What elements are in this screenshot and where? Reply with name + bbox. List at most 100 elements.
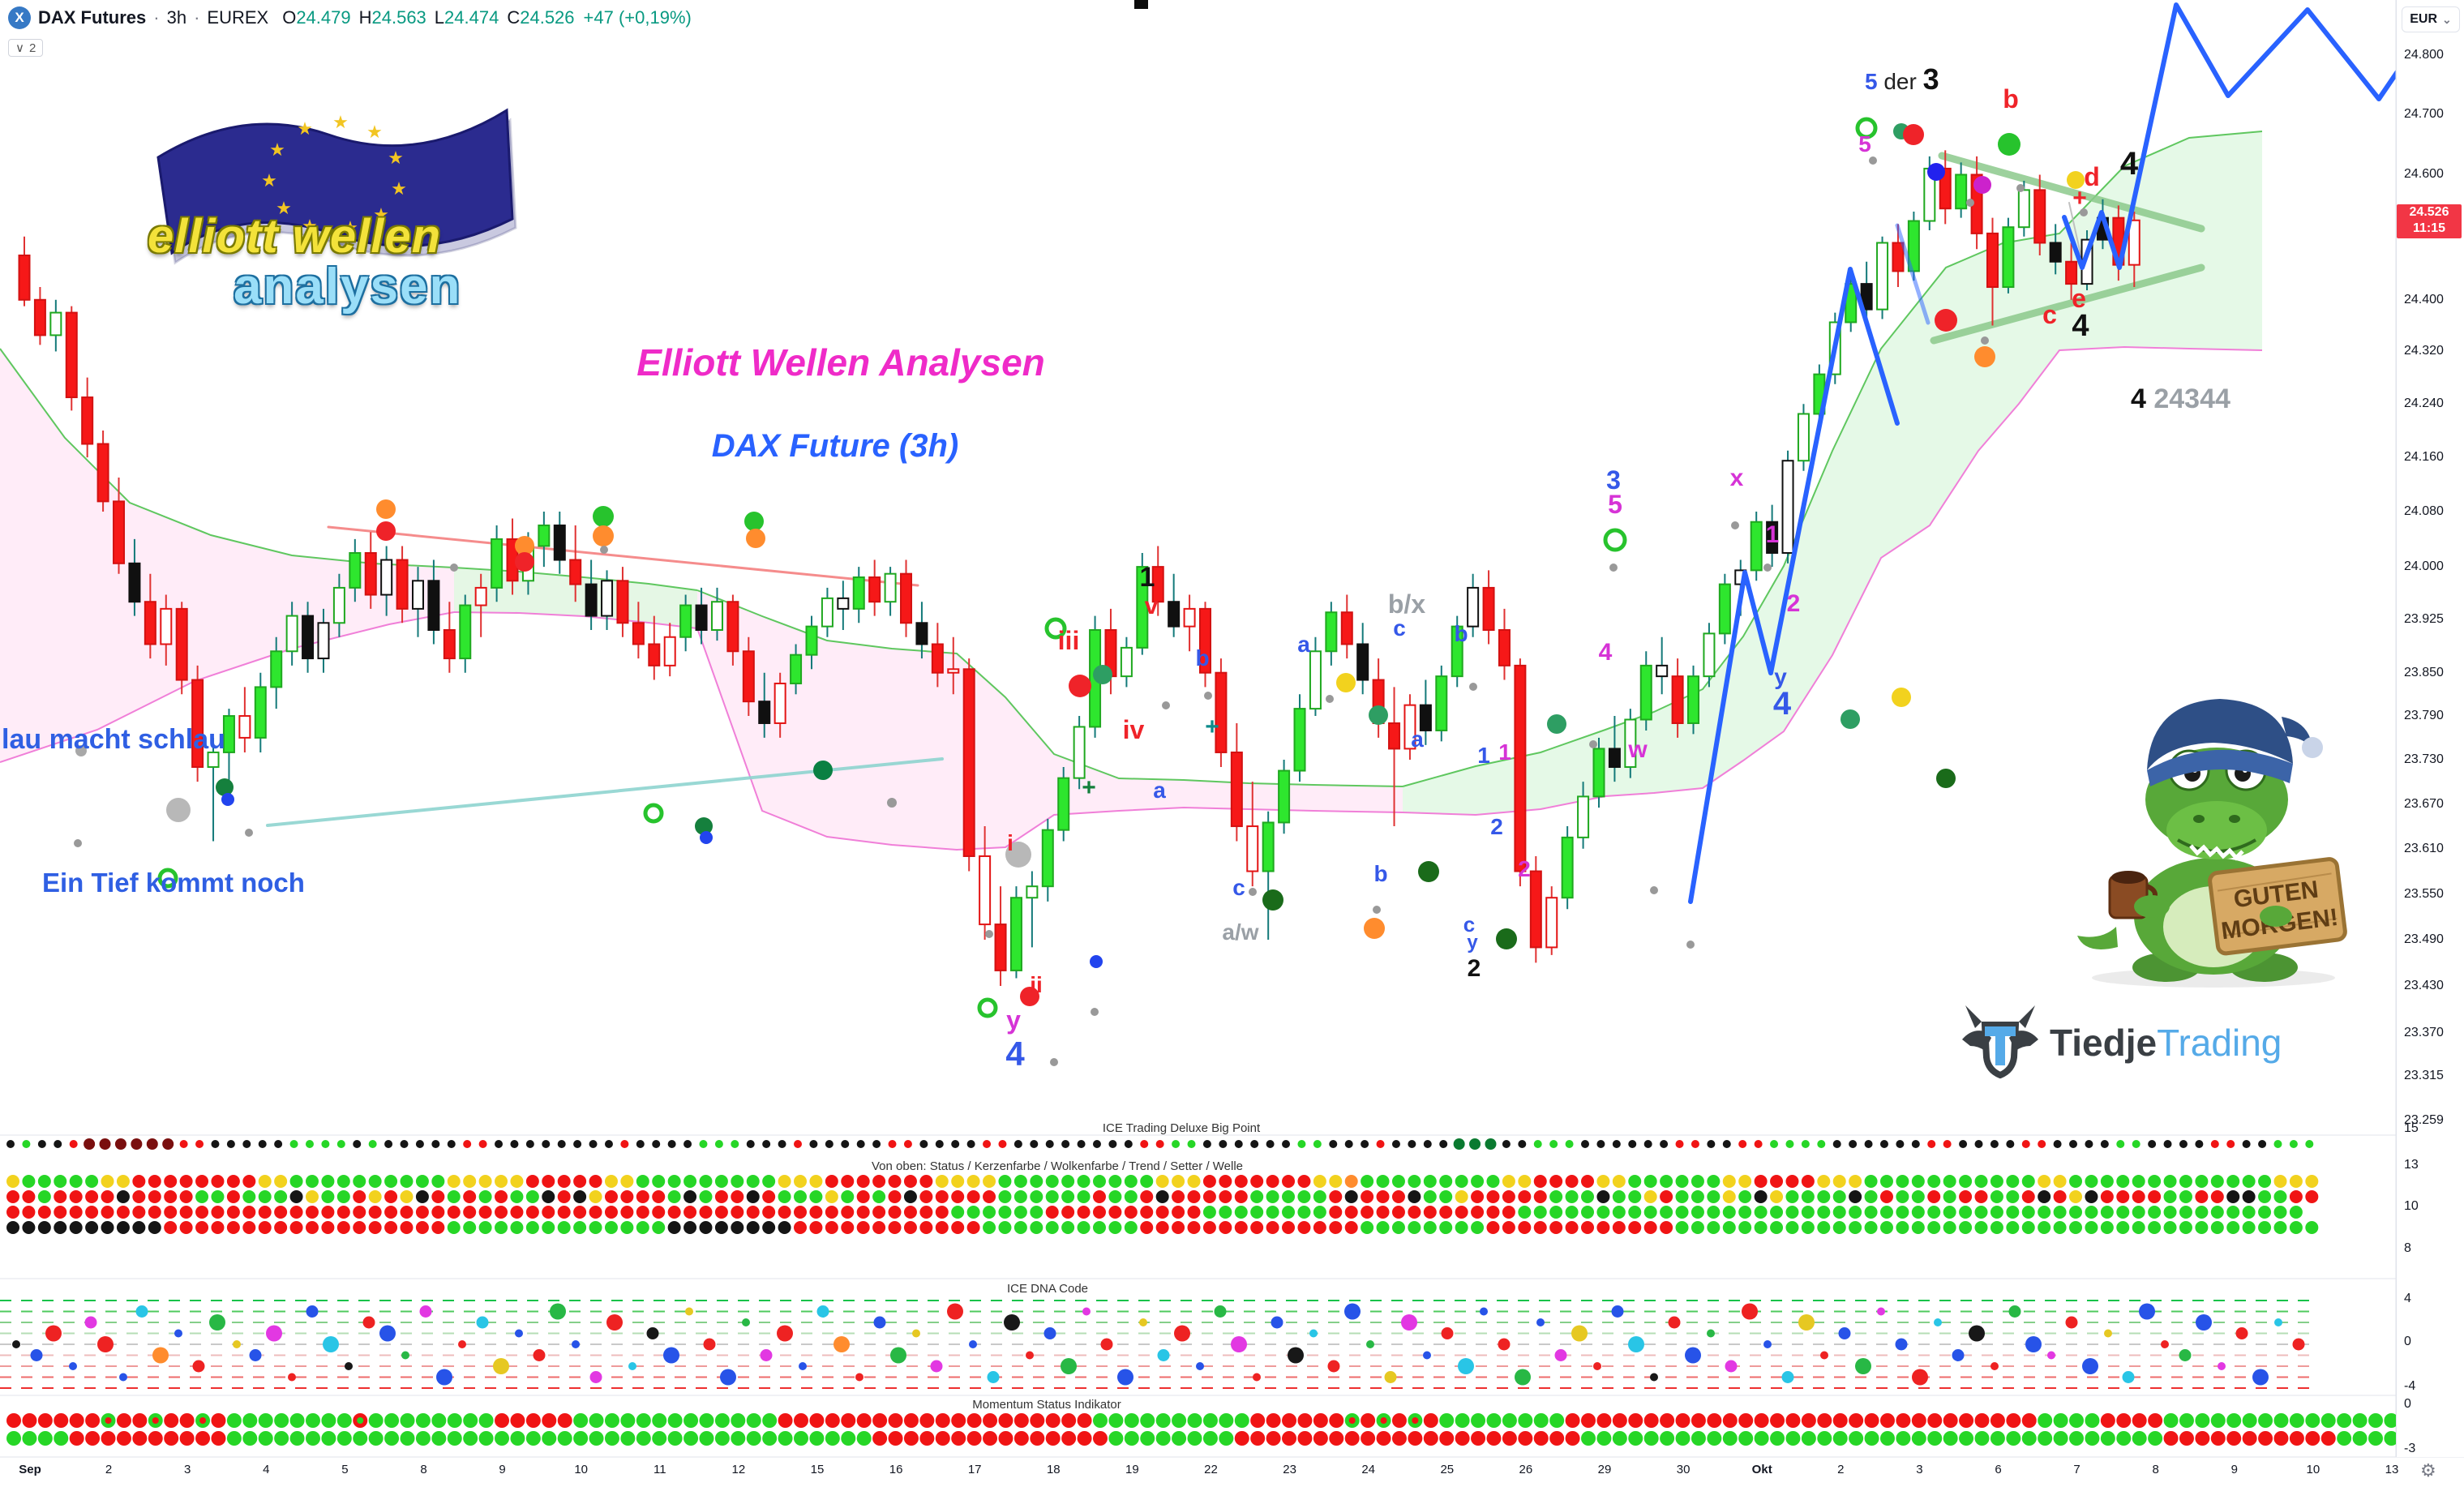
dna-dot — [1912, 1369, 1928, 1386]
time-axis-label[interactable]: 30 — [1676, 1463, 1691, 1476]
price-axis-label: 23.670 — [2404, 796, 2444, 811]
svg-text:★: ★ — [342, 217, 358, 238]
dna-dot — [1004, 1314, 1020, 1331]
eu-flag-graphic: ★★★ ★★★ ★★★ ★★★ — [156, 49, 517, 265]
time-axis-label[interactable]: 9 — [499, 1463, 506, 1476]
time-axis-label[interactable]: 3 — [184, 1463, 191, 1476]
signal-dot — [593, 525, 614, 546]
dna-dot — [1309, 1329, 1318, 1338]
signal-dot — [1973, 176, 1991, 194]
dna-dot — [685, 1307, 693, 1316]
ohlc-item: H24.563 — [358, 7, 426, 28]
signal-dot — [1020, 987, 1039, 1006]
signal-dot — [376, 499, 396, 519]
time-axis-label[interactable]: 22 — [1204, 1463, 1218, 1476]
time-axis-label[interactable]: 16 — [889, 1463, 903, 1476]
price-axis-label: 24.160 — [2404, 450, 2444, 465]
time-axis-label[interactable]: 3 — [1916, 1463, 1923, 1476]
time-axis-label[interactable]: 2 — [105, 1463, 113, 1476]
time-axis-label[interactable]: Sep — [19, 1463, 41, 1476]
dna-dot — [2008, 1305, 2021, 1318]
currency-button[interactable]: EUR ⌄ — [2402, 6, 2460, 32]
candle-body — [1939, 167, 1952, 210]
time-axis-label[interactable]: 26 — [1519, 1463, 1533, 1476]
dna-dot — [720, 1369, 736, 1386]
settings-gear-icon[interactable]: ⚙ — [2420, 1460, 2436, 1481]
candle-body — [222, 715, 235, 753]
time-axis-label[interactable]: 9 — [2230, 1463, 2238, 1476]
ichimoku-cloud — [0, 349, 454, 762]
symbol-logo-icon[interactable]: X — [8, 6, 31, 29]
timeframe[interactable]: 3h — [166, 7, 187, 28]
signal-dot — [1731, 521, 1739, 529]
trendline[interactable] — [1938, 152, 2205, 233]
price-scale[interactable] — [2396, 0, 2464, 1457]
signal-dot — [1373, 906, 1381, 914]
time-axis-label[interactable]: 10 — [574, 1463, 589, 1476]
candle-body — [396, 559, 409, 610]
time-axis-label[interactable]: 25 — [1440, 1463, 1455, 1476]
trendline[interactable] — [1930, 264, 2205, 345]
dna-dot — [379, 1325, 396, 1342]
candle-body — [1151, 566, 1164, 603]
price-axis-label: 23.370 — [2404, 1025, 2444, 1039]
candle-body — [65, 311, 78, 399]
time-axis-label[interactable]: 19 — [1125, 1463, 1139, 1476]
price-axis-labels: 24.800 24.700 24.600 24.400 24.320 24.240 24.1… — [2396, 0, 2464, 1457]
candle-body — [1766, 521, 1779, 554]
price-axis-label: 23.850 — [2404, 665, 2444, 679]
time-axis-label[interactable]: 13 — [2385, 1463, 2399, 1476]
candle-body — [931, 643, 944, 674]
signal-dot — [1050, 1058, 1058, 1066]
plus-marker: + — [1082, 774, 1096, 801]
candle-body — [1340, 611, 1353, 645]
elliott-projection-line[interactable] — [2062, 2, 2433, 270]
time-axis-label[interactable]: 12 — [731, 1463, 746, 1476]
time-axis-label[interactable]: 8 — [2152, 1463, 2159, 1476]
big-point-dot-row — [6, 1206, 2303, 1219]
time-axis-label[interactable]: 5 — [341, 1463, 349, 1476]
signal-dot — [985, 930, 993, 938]
candle-body — [726, 601, 739, 653]
time-axis-label[interactable]: Okt — [1751, 1463, 1772, 1476]
time-axis-label[interactable]: 24 — [1361, 1463, 1376, 1476]
trendline[interactable] — [327, 525, 919, 587]
elliott-projection-line[interactable] — [1688, 267, 1900, 904]
price-axis-label: 24.800 — [2404, 48, 2444, 62]
dna-dot — [288, 1373, 296, 1382]
candlestick-series[interactable] — [18, 150, 2140, 987]
candle-body — [1388, 722, 1401, 750]
elliott-projection-line[interactable] — [1895, 223, 1930, 325]
time-axis-label[interactable]: 15 — [810, 1463, 825, 1476]
dna-dot — [2047, 1351, 2055, 1360]
separator-dot: · — [194, 7, 200, 28]
svg-text:★: ★ — [391, 178, 407, 199]
time-axis-label[interactable]: 2 — [1837, 1463, 1845, 1476]
indicator-collapse-chip[interactable]: ∨ 2 — [8, 39, 44, 57]
annotation-note-tief: Ein Tief kommt noch — [42, 868, 305, 898]
time-axis-label[interactable]: 29 — [1597, 1463, 1612, 1476]
time-axis-label[interactable]: 18 — [1046, 1463, 1061, 1476]
symbol-name[interactable]: DAX Futures — [38, 7, 147, 28]
time-axis-label[interactable]: 10 — [2306, 1463, 2320, 1476]
time-axis-label[interactable]: 17 — [967, 1463, 982, 1476]
signal-dot — [1326, 695, 1334, 703]
candle-body — [1026, 885, 1039, 899]
time-axis-label[interactable]: 23 — [1283, 1463, 1296, 1476]
time-axis-label[interactable]: 6 — [1995, 1463, 2002, 1476]
panel3-title: Momentum Status Indikator — [972, 1398, 1121, 1412]
time-axis-label[interactable]: 8 — [420, 1463, 427, 1476]
price-axis-label: 24.320 — [2404, 344, 2444, 358]
candle-body — [113, 500, 126, 564]
candle-body — [81, 396, 94, 445]
candle-body — [2017, 189, 2030, 229]
time-axis-label[interactable]: 4 — [263, 1463, 270, 1476]
big-point-dot-row — [6, 1138, 2314, 1150]
candle-body — [1262, 821, 1275, 872]
time-axis-label[interactable]: 7 — [2073, 1463, 2080, 1476]
candle-body — [553, 524, 566, 561]
time-axis-label[interactable]: 11 — [653, 1463, 666, 1476]
dna-dot — [1628, 1336, 1644, 1352]
signal-dot — [700, 831, 713, 844]
